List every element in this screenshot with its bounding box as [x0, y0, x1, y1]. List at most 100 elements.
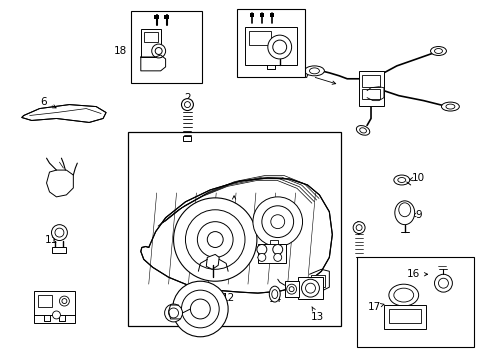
Circle shape [267, 35, 291, 59]
Text: 7: 7 [303, 70, 335, 84]
Text: 9: 9 [411, 210, 421, 220]
Bar [154, 15, 159, 19]
Circle shape [181, 99, 193, 111]
Circle shape [172, 281, 228, 337]
Circle shape [151, 44, 165, 58]
Bar [257, 243, 285, 264]
Circle shape [155, 48, 162, 54]
Bar [248, 31, 270, 45]
Text: 1: 1 [230, 196, 237, 213]
Text: 18: 18 [113, 46, 137, 58]
Bar [34, 291, 75, 323]
Bar [237, 9, 304, 77]
Ellipse shape [309, 68, 319, 74]
Circle shape [257, 253, 265, 261]
Ellipse shape [429, 46, 446, 55]
Circle shape [197, 222, 233, 257]
Text: 17: 17 [366, 302, 383, 312]
Bar [244, 27, 296, 65]
Circle shape [272, 244, 282, 255]
Polygon shape [46, 170, 73, 197]
Text: 11: 11 [45, 234, 58, 244]
Bar [141, 29, 161, 57]
Ellipse shape [397, 177, 405, 183]
Text: 6: 6 [40, 96, 56, 108]
Circle shape [164, 304, 182, 322]
Bar [311, 275, 325, 287]
Circle shape [434, 274, 451, 292]
Ellipse shape [434, 49, 442, 54]
Circle shape [272, 40, 286, 54]
Circle shape [256, 244, 266, 255]
Bar [356, 257, 473, 347]
Circle shape [352, 222, 365, 234]
Bar [164, 15, 169, 19]
Circle shape [355, 225, 361, 231]
Circle shape [305, 283, 315, 293]
Bar [284, 281, 298, 297]
Ellipse shape [398, 203, 410, 217]
Bar [38, 295, 51, 307]
Text: 15: 15 [256, 251, 269, 260]
Text: 8: 8 [48, 175, 61, 185]
Circle shape [60, 296, 69, 306]
Bar [361, 89, 379, 99]
Bar [383, 305, 425, 329]
Polygon shape [141, 178, 332, 293]
Ellipse shape [271, 290, 277, 298]
Circle shape [184, 102, 190, 108]
Circle shape [273, 253, 281, 261]
Bar [249, 13, 253, 17]
Ellipse shape [441, 102, 458, 111]
Text: 3: 3 [210, 251, 217, 264]
Circle shape [173, 198, 256, 281]
Bar [183, 136, 191, 141]
Circle shape [51, 225, 67, 240]
Circle shape [185, 210, 244, 269]
Bar [143, 32, 157, 42]
Text: 10: 10 [408, 173, 425, 183]
Circle shape [190, 299, 210, 319]
Text: 19: 19 [258, 46, 272, 60]
Ellipse shape [393, 288, 413, 302]
Circle shape [262, 206, 293, 238]
Bar [52, 247, 66, 253]
Circle shape [270, 215, 284, 229]
Text: 4: 4 [353, 221, 360, 235]
Bar [269, 239, 277, 244]
Circle shape [301, 279, 319, 297]
Circle shape [438, 278, 447, 288]
Circle shape [62, 298, 67, 303]
Bar [297, 277, 323, 299]
Ellipse shape [356, 126, 369, 135]
Circle shape [55, 228, 64, 237]
Text: 2: 2 [184, 93, 190, 109]
Bar [361, 75, 379, 87]
Ellipse shape [393, 175, 409, 185]
Circle shape [207, 231, 223, 247]
Ellipse shape [269, 286, 280, 302]
Text: 13: 13 [310, 307, 324, 322]
Bar [269, 13, 273, 17]
Bar [388, 309, 420, 323]
Ellipse shape [388, 284, 418, 306]
Polygon shape [21, 105, 106, 122]
Circle shape [181, 290, 219, 328]
Circle shape [286, 284, 296, 294]
Text: 5: 5 [46, 293, 53, 303]
Bar [358, 71, 383, 105]
Text: 12: 12 [216, 293, 234, 306]
Text: 16: 16 [406, 269, 427, 279]
Circle shape [52, 311, 61, 319]
Circle shape [168, 308, 178, 318]
Bar [131, 11, 202, 83]
Ellipse shape [445, 104, 454, 109]
Bar [128, 132, 341, 326]
Polygon shape [206, 255, 219, 269]
Ellipse shape [304, 66, 324, 76]
Bar [259, 13, 264, 17]
Circle shape [288, 287, 293, 292]
Text: 14: 14 [268, 294, 282, 304]
Ellipse shape [359, 128, 366, 133]
Circle shape [252, 197, 302, 247]
